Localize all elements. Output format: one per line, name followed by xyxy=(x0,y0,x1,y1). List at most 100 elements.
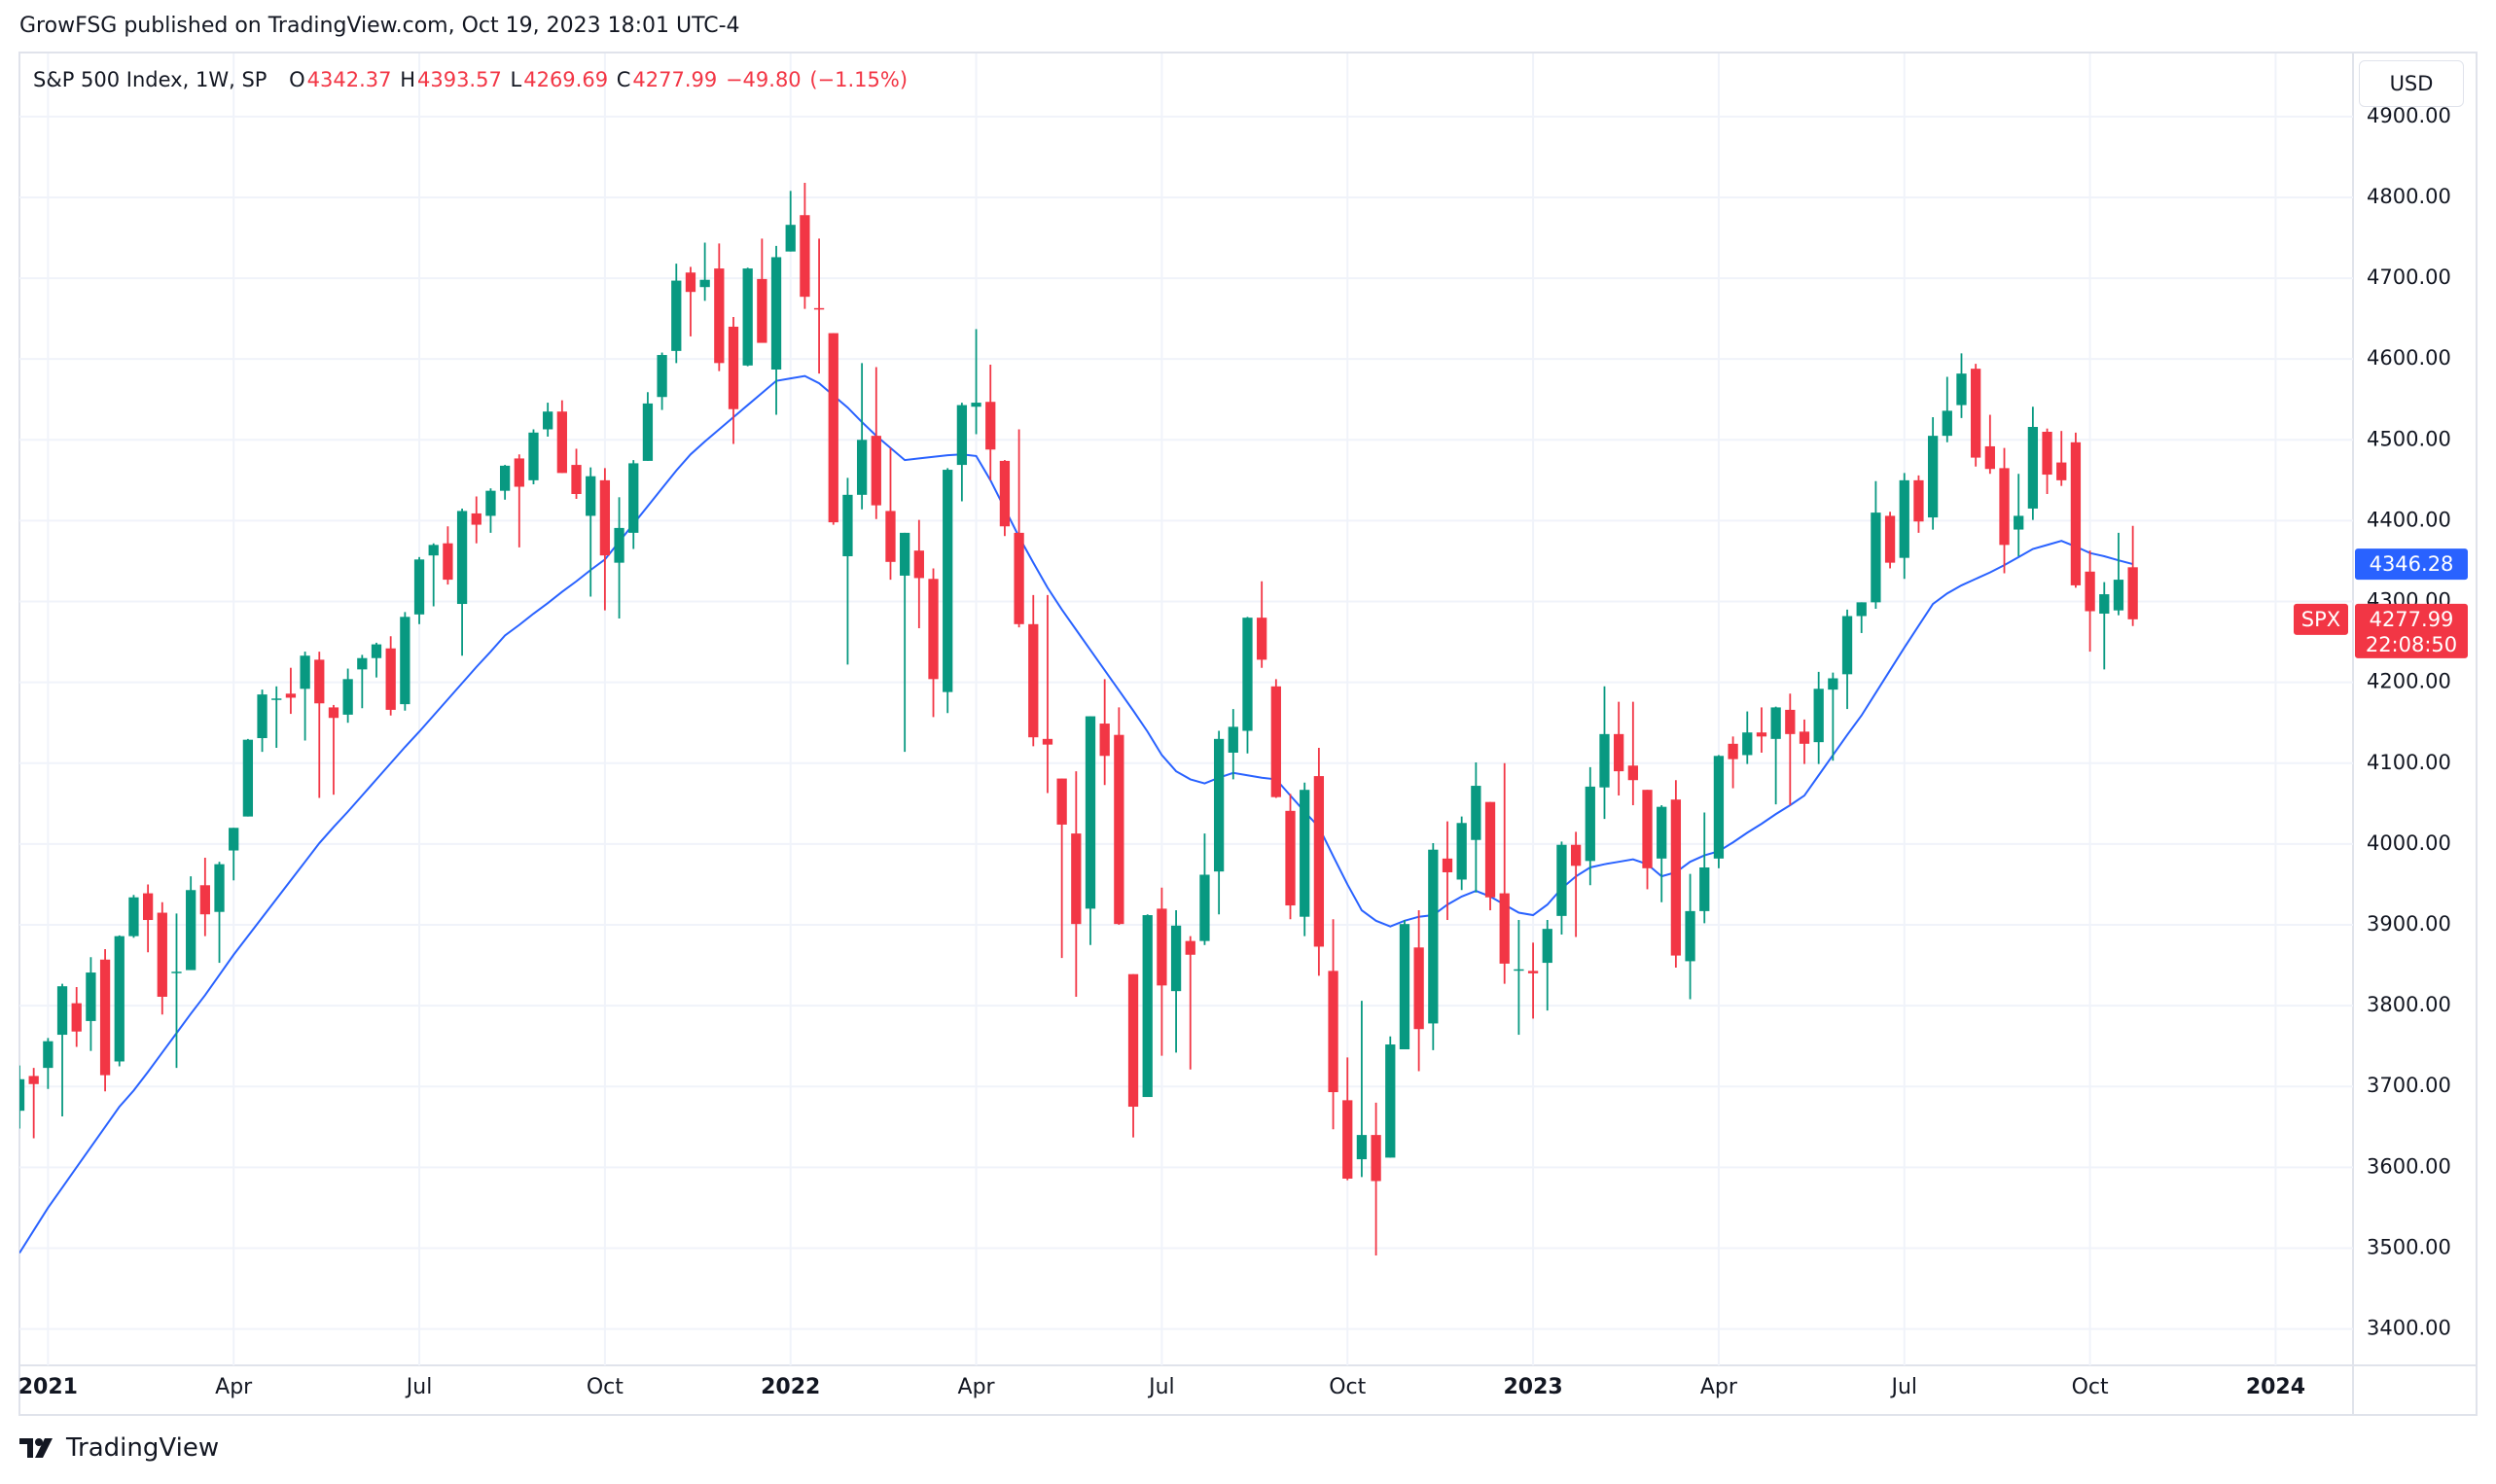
candle-body xyxy=(285,693,297,698)
candle-body xyxy=(1471,786,1481,840)
candle-body xyxy=(1399,924,1410,1050)
candle-body xyxy=(1413,947,1424,1030)
y-tick-label: 4500.00 xyxy=(2367,427,2451,450)
candle-body xyxy=(571,465,582,494)
last-price-label: 4277.99 xyxy=(2370,608,2454,631)
countdown: 22:08:50 xyxy=(2366,633,2457,656)
candle-body xyxy=(2014,515,2024,530)
candle-body xyxy=(499,465,511,491)
symbol: S&P 500 Index, 1W, SP xyxy=(33,68,267,91)
change: −49.80 xyxy=(725,68,802,91)
candle-body xyxy=(2085,571,2095,612)
candle-body xyxy=(1971,369,1981,458)
candle-body xyxy=(1756,732,1767,737)
ma-price-box xyxy=(2355,548,2468,581)
candle-body xyxy=(599,479,611,556)
candle-body xyxy=(1841,616,1853,675)
candle-body xyxy=(928,579,939,680)
candle-body xyxy=(1270,686,1281,797)
y-tick-label: 3400.00 xyxy=(2367,1317,2451,1340)
candle-body xyxy=(657,355,667,398)
candle-body xyxy=(300,655,310,689)
candle-body xyxy=(1828,678,1838,690)
candle-body xyxy=(114,936,125,1062)
candle-body xyxy=(1127,973,1139,1108)
brand-logo xyxy=(19,1438,53,1458)
y-tick-label: 3600.00 xyxy=(2367,1154,2451,1178)
candle-body xyxy=(186,890,196,971)
candle-body xyxy=(1984,445,1995,470)
candle-body xyxy=(1456,823,1467,880)
candle-body xyxy=(1242,618,1253,731)
candle-body xyxy=(371,644,382,658)
candle-body xyxy=(1856,602,1867,617)
candle-body xyxy=(456,511,468,605)
brand-name: TradingView xyxy=(66,1433,220,1463)
candle-body xyxy=(842,494,853,556)
ticker-tag: SPX xyxy=(2301,608,2340,631)
y-tick-label: 4700.00 xyxy=(2367,265,2451,289)
candle-body xyxy=(742,268,753,366)
candle-body xyxy=(1685,910,1695,962)
candle-body xyxy=(728,326,739,409)
candle-body xyxy=(685,272,696,293)
y-tick-label: 4800.00 xyxy=(2367,185,2451,208)
candle-body xyxy=(543,411,553,430)
candle-body xyxy=(43,1041,53,1069)
candle-body xyxy=(485,490,496,516)
x-tick-label: Apr xyxy=(215,1375,253,1399)
candle-body xyxy=(157,912,167,997)
candle-body xyxy=(19,1078,25,1112)
candle-body xyxy=(271,698,282,700)
candle-body xyxy=(1099,724,1110,757)
candle-body xyxy=(2070,442,2082,585)
change-pct: (−1.15%) xyxy=(809,68,909,91)
x-tick-label: Jul xyxy=(1889,1375,1917,1399)
candle-body xyxy=(1999,468,2010,546)
candle-body xyxy=(1713,756,1725,859)
price-box xyxy=(2355,603,2468,658)
candle-body xyxy=(528,432,539,480)
candle-body xyxy=(328,707,339,719)
candle-body xyxy=(357,657,368,670)
candle-body xyxy=(1285,810,1296,906)
y-tick-label: 3500.00 xyxy=(2367,1235,2451,1258)
candle-body xyxy=(1185,940,1195,955)
candle-body xyxy=(1300,790,1310,917)
candle-body xyxy=(1785,709,1796,734)
candle-body xyxy=(785,225,796,252)
candle-body xyxy=(856,440,868,495)
candle-body xyxy=(1585,786,1595,862)
high-value: 4393.57 xyxy=(416,68,502,91)
candle-body xyxy=(900,532,910,576)
candle-body xyxy=(757,278,767,343)
candle-body xyxy=(1228,726,1238,753)
candle-body xyxy=(1899,479,1909,558)
candle-body xyxy=(885,511,896,562)
candle-body xyxy=(1142,915,1153,1098)
grid xyxy=(19,53,2353,1365)
candle-body xyxy=(1499,893,1510,964)
candle-body xyxy=(1614,733,1624,772)
x-tick-label: 2021 xyxy=(18,1375,78,1399)
candle-body xyxy=(2113,580,2124,611)
candle-body xyxy=(199,885,210,915)
candle-body xyxy=(428,545,439,556)
candle-body xyxy=(1570,844,1582,866)
candle-body xyxy=(1385,1044,1396,1158)
candle-body xyxy=(1170,925,1182,992)
candle-body xyxy=(1657,806,1667,859)
candle-body xyxy=(400,617,410,705)
candle-body xyxy=(1014,532,1024,624)
candle-body xyxy=(99,959,111,1076)
candle-body xyxy=(342,679,353,715)
x-tick-label: Jul xyxy=(405,1375,433,1399)
x-tick-label: Oct xyxy=(2072,1375,2109,1399)
candle-body xyxy=(2056,462,2067,480)
x-tick-label: 2023 xyxy=(1503,1375,1562,1399)
candle-body xyxy=(1813,689,1824,743)
currency-button[interactable]: USD xyxy=(2359,60,2464,107)
candle-body xyxy=(800,215,810,298)
open-value: 4342.37 xyxy=(306,68,392,91)
